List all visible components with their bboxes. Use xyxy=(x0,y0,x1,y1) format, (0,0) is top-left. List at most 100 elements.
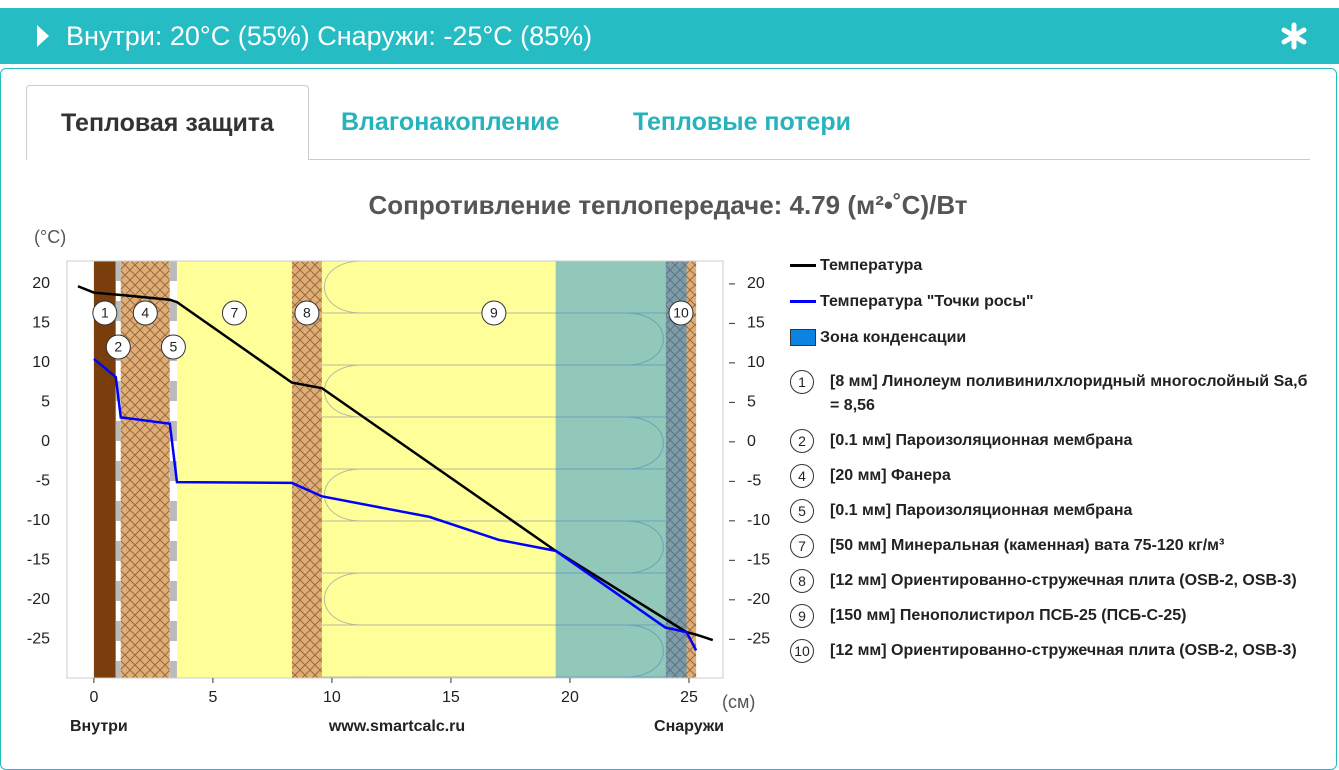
legend-row: 4 [20 мм] Фанера xyxy=(790,464,1318,488)
y-tick-label-right: -20 xyxy=(747,591,770,608)
legend-line xyxy=(790,300,816,303)
tab[interactable]: Тепловые потери xyxy=(633,108,851,136)
layer-number-circle xyxy=(105,334,131,360)
plot-frame xyxy=(66,260,724,679)
membrane-dash xyxy=(115,261,121,281)
layer-number-circle xyxy=(481,300,507,326)
layer-number: 10 xyxy=(673,305,689,321)
membrane-dash xyxy=(115,661,121,678)
tab[interactable]: Влагонакопление xyxy=(341,108,560,136)
legend-number: 7 xyxy=(790,534,814,558)
x-center-label: www.smartcalc.ru xyxy=(328,718,465,735)
legend-swatch xyxy=(790,329,816,346)
y-tick-label: -15 xyxy=(27,552,50,569)
layer-number-circle xyxy=(668,300,694,326)
legend-number: 5 xyxy=(790,499,814,523)
legend-number: 8 xyxy=(790,569,814,593)
y-tick-label-right: 15 xyxy=(747,315,765,332)
membrane-dash xyxy=(115,541,121,561)
y-tick-label: 0 xyxy=(41,433,50,450)
legend-row: 5 [0.1 мм] Пароизоляционная мембрана xyxy=(790,499,1318,523)
legend-row: Зона конденсации xyxy=(788,326,1318,350)
legend-symbol: 5 xyxy=(790,499,822,523)
page: Внутри: 20°C (55%) Снаружи: -25°C (85%) … xyxy=(0,8,1339,770)
layer-number: 1 xyxy=(101,305,109,321)
membrane-dash xyxy=(115,421,121,441)
membrane-dash xyxy=(169,661,177,678)
legend-row: Температура "Точки росы" xyxy=(788,290,1318,314)
legend-number: 10 xyxy=(790,639,814,663)
membrane-dash xyxy=(169,461,177,481)
legend-number: 2 xyxy=(790,429,814,453)
legend-label: [12 мм] Ориентированно-стружечная плита … xyxy=(830,572,1297,589)
layer-number-circle xyxy=(92,300,118,326)
x-left-label: Внутри xyxy=(70,718,128,735)
insulation-wave xyxy=(321,520,664,574)
x-right-label: Снаружи xyxy=(654,718,724,735)
legend-label: [12 мм] Ориентированно-стружечная плита … xyxy=(830,642,1297,659)
legend-label: Температура "Точки росы" xyxy=(820,293,1034,310)
legend-symbol: 2 xyxy=(790,429,822,453)
legend-row: 9 [150 мм] Пенополистирол ПСБ-25 (ПСБ-С-2… xyxy=(790,604,1318,628)
layer-number-circle xyxy=(160,334,186,360)
y-tick-label-right: -15 xyxy=(747,552,770,569)
layer-number: 4 xyxy=(141,305,149,321)
x-tick-label: 15 xyxy=(442,689,460,706)
y-tick-label: -10 xyxy=(27,512,50,529)
legend-symbol: 8 xyxy=(790,569,822,593)
settings-icon[interactable] xyxy=(1279,21,1309,51)
x-axis-label: (см) xyxy=(722,692,755,712)
layer-number: 9 xyxy=(490,305,498,321)
layer-hatch xyxy=(120,261,170,678)
legend-row: 2 [0.1 мм] Пароизоляционная мембрана xyxy=(790,429,1318,453)
layer xyxy=(176,261,292,678)
legend-line xyxy=(790,264,816,267)
legend-symbol xyxy=(788,290,820,314)
y-tick-label-right: -10 xyxy=(747,512,770,529)
layer-number: 8 xyxy=(303,305,311,321)
legend-row: 10 [12 мм] Ориентированно-стружечная плит… xyxy=(790,639,1318,663)
legend-row: 1 [8 мм] Линолеум поливинилхлоридный мног… xyxy=(790,370,1318,418)
header-title: Внутри: 20°C (55%) Снаружи: -25°C (85%) xyxy=(66,21,593,51)
y-tick-label-right: 20 xyxy=(747,275,765,292)
expand-icon xyxy=(37,25,49,47)
insulation-wave xyxy=(321,312,664,366)
y-axis-label: (°C) xyxy=(34,227,66,247)
legend-symbol: 7 xyxy=(790,534,822,558)
membrane-dash xyxy=(115,581,121,601)
chart-title: Сопротивление теплопередаче: 4.79 (м²•˚C… xyxy=(368,190,967,220)
layer-number: 2 xyxy=(114,339,122,355)
layer-number-circle xyxy=(294,300,320,326)
y-tick-label-right: 0 xyxy=(747,433,756,450)
membrane-dash xyxy=(115,621,121,641)
y-tick-label: -25 xyxy=(27,631,50,648)
membrane-dash xyxy=(115,501,121,521)
legend-symbol xyxy=(788,326,820,350)
membrane-dash xyxy=(115,301,121,321)
insulation-wave xyxy=(321,416,664,470)
y-tick-label-right: -25 xyxy=(747,631,770,648)
layer-number-circle xyxy=(132,300,158,326)
membrane-dash xyxy=(169,581,177,601)
series-line xyxy=(77,285,714,642)
membrane-dash xyxy=(169,541,177,561)
y-tick-label: 10 xyxy=(32,354,50,371)
layer-number: 7 xyxy=(231,305,239,321)
insulation-wave xyxy=(324,261,666,314)
chart: Сопротивление теплопередаче: 4.79 (м²•˚C… xyxy=(27,190,968,735)
legend-label: Температура xyxy=(820,257,923,274)
x-tick-label: 10 xyxy=(323,689,341,706)
membrane-dash xyxy=(169,381,177,401)
legend-symbol: 4 xyxy=(790,464,822,488)
legend-row: 8 [12 мм] Ориентированно-стружечная плита… xyxy=(790,569,1318,593)
y-tick-label-right: -5 xyxy=(747,473,761,490)
legend-symbol: 10 xyxy=(790,639,822,663)
x-tick-label: 5 xyxy=(208,689,217,706)
layer xyxy=(93,261,116,678)
y-tick-label: -20 xyxy=(27,591,50,608)
x-tick-label: 20 xyxy=(561,689,579,706)
header-bar[interactable]: Внутри: 20°C (55%) Снаружи: -25°C (85%) xyxy=(0,8,1339,64)
x-tick-label: 25 xyxy=(680,689,698,706)
legend-number: 1 xyxy=(790,370,814,394)
tab[interactable]: Тепловая защита xyxy=(26,85,309,160)
